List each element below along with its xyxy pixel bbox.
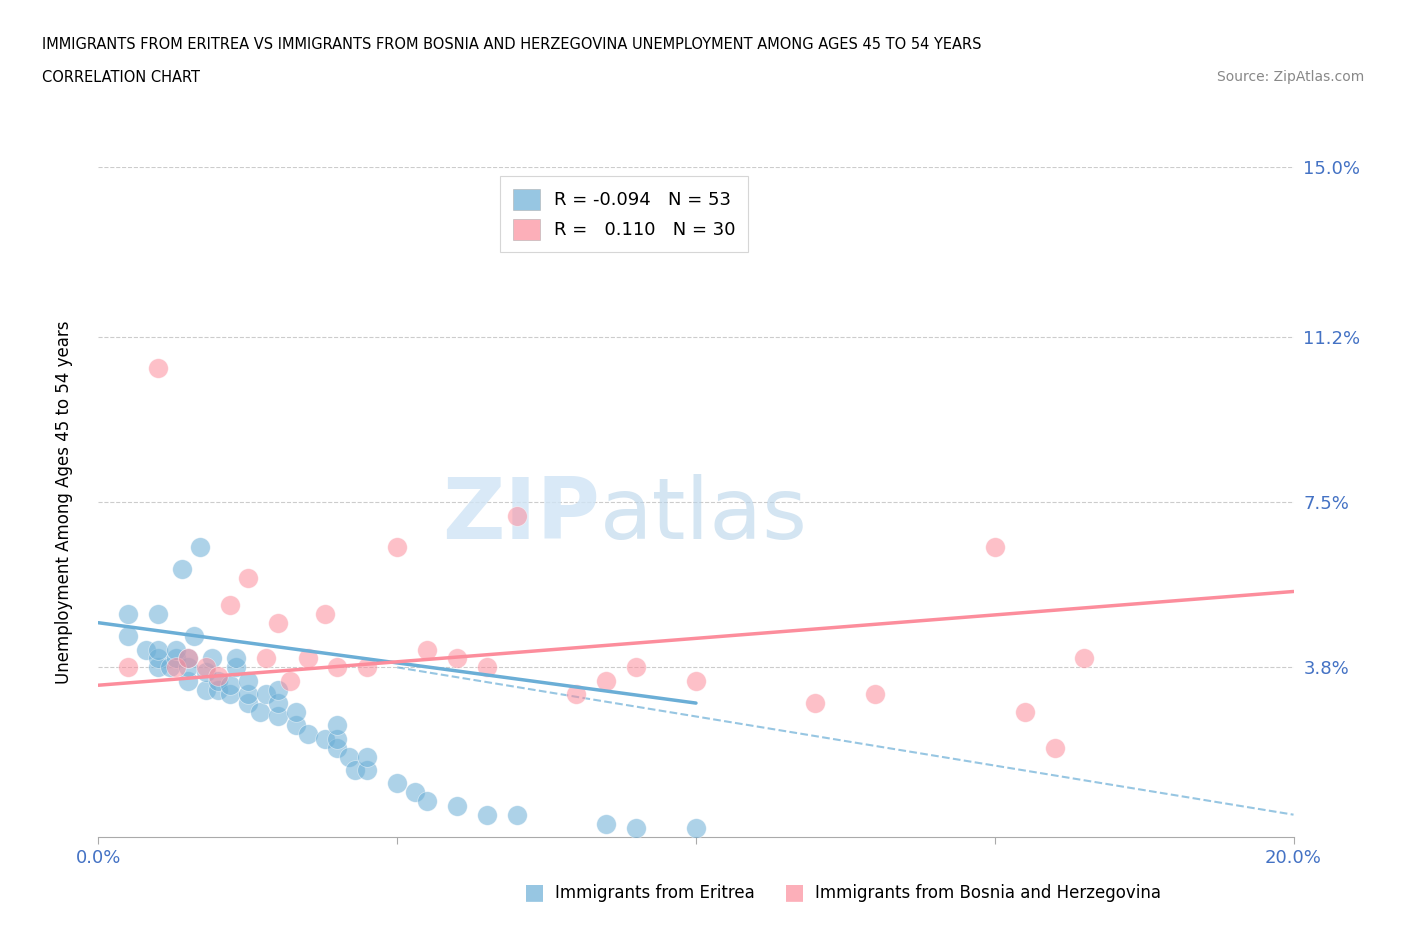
Point [984,539,1007,554]
Point [356,660,378,675]
Point [1043,740,1066,755]
Point [326,740,349,755]
Point [804,696,827,711]
Point [446,798,468,813]
Point [135,642,157,657]
Point [201,651,224,666]
Point [254,686,277,701]
Point [188,539,211,554]
Point [165,642,187,657]
Point [159,660,181,675]
Point [865,686,887,701]
Text: IMMIGRANTS FROM ERITREA VS IMMIGRANTS FROM BOSNIA AND HERZEGOVINA UNEMPLOYMENT A: IMMIGRANTS FROM ERITREA VS IMMIGRANTS FR… [42,37,981,52]
Text: CORRELATION CHART: CORRELATION CHART [42,70,200,85]
Point [165,651,187,666]
Point [177,673,200,688]
Point [339,750,360,764]
Point [626,820,648,835]
Point [177,651,200,666]
Y-axis label: Unemployment Among Ages 45 to 54 years: Unemployment Among Ages 45 to 54 years [55,321,73,684]
Point [475,660,498,675]
Point [219,678,242,693]
Point [225,660,247,675]
Point [195,660,218,675]
Point [506,508,529,523]
Point [183,629,205,644]
Point [195,683,218,698]
Point [297,651,319,666]
Point [416,794,439,809]
Point [326,660,349,675]
Point [249,705,271,720]
Point [595,817,617,831]
Text: ZIP: ZIP [443,474,600,557]
Point [315,731,337,746]
Point [267,683,290,698]
Point [148,361,170,376]
Point [165,660,187,675]
Point [475,807,498,822]
Point [284,705,307,720]
Point [219,597,242,612]
Point [207,683,229,698]
Point [284,718,307,733]
Point [278,673,301,688]
Point [416,642,439,657]
Point [626,660,648,675]
Point [1014,705,1036,720]
Point [685,820,707,835]
Point [356,763,378,777]
Point [267,709,290,724]
Point [385,776,409,790]
Point [1073,651,1095,666]
Point [344,763,367,777]
Text: ■: ■ [524,882,544,902]
Point [356,750,378,764]
Point [565,686,588,701]
Point [685,673,707,688]
Point [267,616,290,631]
Point [177,660,200,675]
Point [195,664,218,679]
Point [506,807,529,822]
Point [385,539,409,554]
Point [326,718,349,733]
Text: atlas: atlas [600,474,808,557]
Point [225,651,247,666]
Point [148,606,170,621]
Point [207,669,229,684]
Point [148,660,170,675]
Point [117,629,139,644]
Point [148,642,170,657]
Point [446,651,468,666]
Text: Immigrants from Bosnia and Herzegovina: Immigrants from Bosnia and Herzegovina [815,884,1161,902]
Point [254,651,277,666]
Point [326,731,349,746]
Point [297,727,319,742]
Point [148,651,170,666]
Point [315,606,337,621]
Point [219,686,242,701]
Legend: R = -0.094   N = 53, R =   0.110   N = 30: R = -0.094 N = 53, R = 0.110 N = 30 [501,177,748,252]
Point [236,696,259,711]
Point [236,686,259,701]
Point [267,696,290,711]
Text: Source: ZipAtlas.com: Source: ZipAtlas.com [1216,70,1364,84]
Point [404,785,426,800]
Point [117,660,139,675]
Point [177,651,200,666]
Text: Immigrants from Eritrea: Immigrants from Eritrea [555,884,755,902]
Point [117,606,139,621]
Point [236,673,259,688]
Point [236,571,259,586]
Text: ■: ■ [785,882,804,902]
Point [595,673,617,688]
Point [207,673,229,688]
Point [172,562,194,577]
